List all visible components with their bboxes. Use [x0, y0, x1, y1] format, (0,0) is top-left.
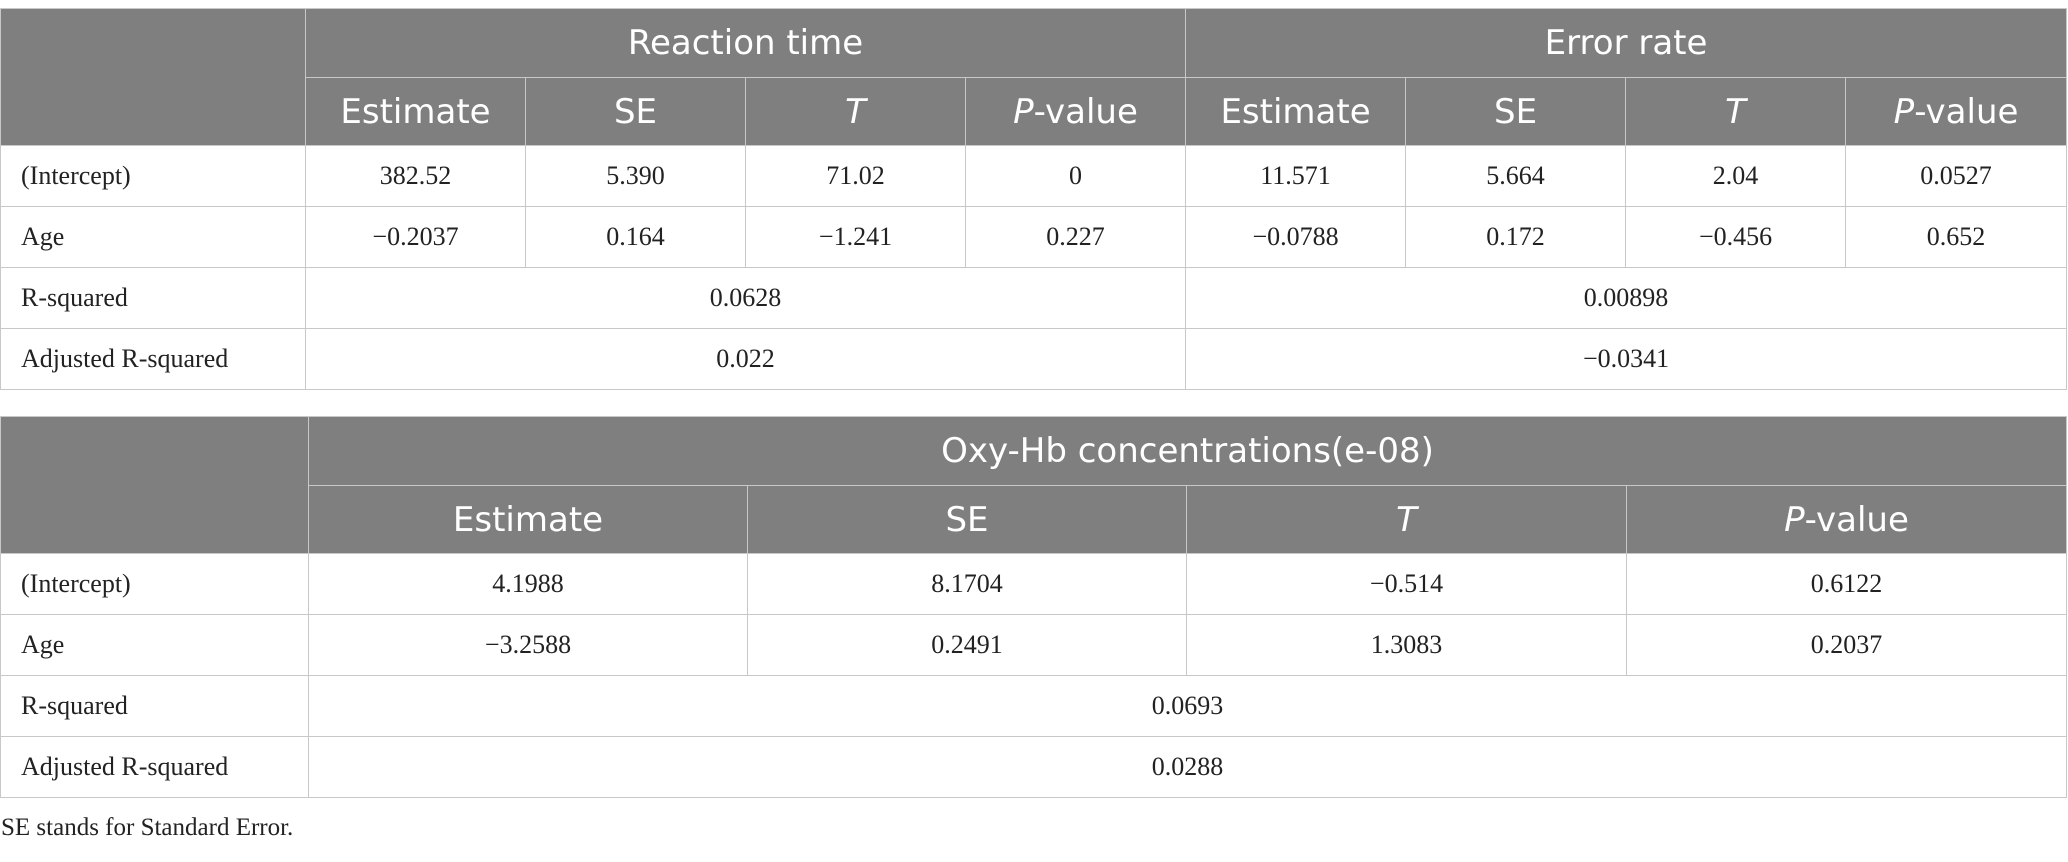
col-header-estimate: Estimate — [1185, 77, 1407, 146]
row-label: Adjusted R-squared — [0, 736, 309, 798]
table-cell: 0.164 — [525, 206, 746, 268]
table-cell: 0.6122 — [1626, 553, 2067, 615]
col-header-p-value: P-value — [1845, 77, 2068, 146]
column-header-row: Estimate SE T P-value Estimate SE T P-va… — [1, 77, 2068, 146]
table-cell: 2.04 — [1625, 145, 1847, 207]
group-header-oxy-hb: Oxy-Hb concentrations(e-08) — [308, 416, 2067, 486]
table-cell: 5.390 — [525, 145, 746, 207]
table-cell: −0.0788 — [1185, 206, 1407, 268]
regression-table-reaction-error: Reaction time Error rate Estimate SE T P… — [0, 8, 2068, 390]
col-header-estimate: Estimate — [308, 485, 748, 554]
table-cell: 382.52 — [305, 145, 526, 207]
table-cell: −0.514 — [1186, 553, 1627, 615]
group-header-error-rate: Error rate — [1185, 8, 2068, 78]
table-cell: 0.227 — [964, 206, 1187, 268]
col-header-p-value: P-value — [1626, 485, 2067, 554]
tables-container: Reaction time Error rate Estimate SE T P… — [0, 8, 2068, 842]
table-cell: 0.652 — [1845, 206, 2068, 268]
row-label: (Intercept) — [0, 145, 306, 207]
table-cell: −0.0341 — [1185, 328, 2068, 390]
table-cell: 0.0527 — [1845, 145, 2068, 207]
col-header-t: T — [745, 77, 966, 146]
table-cell: 0.2491 — [747, 614, 1187, 676]
col-header-t: T — [1625, 77, 1847, 146]
table-cell: 4.1988 — [308, 553, 748, 615]
footnote: SE stands for Standard Error. — [1, 814, 294, 841]
table-cell: 1.3083 — [1186, 614, 1627, 676]
table-row: (Intercept) 382.52 5.390 71.02 0 11.571 … — [0, 145, 2068, 207]
adjusted-r-squared-row: Adjusted R-squared 0.022 −0.0341 — [0, 328, 2068, 390]
table-cell: −0.2037 — [305, 206, 526, 268]
table-cell: −0.456 — [1625, 206, 1847, 268]
row-label: Age — [0, 206, 306, 268]
table-cell: −3.2588 — [308, 614, 748, 676]
column-header-row: Estimate SE T P-value — [1, 485, 2067, 554]
r-squared-row: R-squared 0.0628 0.00898 — [0, 267, 2068, 329]
col-header-p-value: P-value — [964, 77, 1187, 146]
col-header-se: SE — [747, 485, 1187, 554]
table-cell: 8.1704 — [747, 553, 1187, 615]
table-cell: 5.664 — [1405, 145, 1627, 207]
table-cell: 0.2037 — [1626, 614, 2067, 676]
header-corner — [0, 8, 306, 146]
table-cell: −1.241 — [745, 206, 966, 268]
table-cell: 0.022 — [304, 328, 1187, 390]
table-cell: 0.0628 — [304, 267, 1187, 329]
col-header-se: SE — [1405, 77, 1627, 146]
col-header-estimate: Estimate — [305, 77, 526, 146]
col-header-se: SE — [525, 77, 746, 146]
group-header-row: Reaction time Error rate — [0, 8, 2068, 146]
table-cell: 11.571 — [1185, 145, 1407, 207]
row-label: Age — [0, 614, 309, 676]
table-cell: 0.0693 — [308, 675, 2067, 737]
table-cell: 0.172 — [1405, 206, 1627, 268]
row-label: R-squared — [0, 675, 309, 737]
table-row: (Intercept) 4.1988 8.1704 −0.514 0.6122 — [0, 553, 2067, 615]
table-cell: 0 — [964, 145, 1187, 207]
table-row: Age −3.2588 0.2491 1.3083 0.2037 — [0, 614, 2067, 676]
table-cell: 0.00898 — [1185, 267, 2068, 329]
row-label: Adjusted R-squared — [0, 328, 306, 390]
row-label: (Intercept) — [0, 553, 309, 615]
group-header-reaction-time: Reaction time — [304, 8, 1187, 78]
table-row: Age −0.2037 0.164 −1.241 0.227 −0.0788 0… — [0, 206, 2068, 268]
group-header-row: Oxy-Hb concentrations(e-08) — [0, 416, 2067, 554]
table-cell: 0.0288 — [308, 736, 2067, 798]
header-corner — [0, 416, 309, 554]
row-label: R-squared — [0, 267, 306, 329]
r-squared-row: R-squared 0.0693 — [0, 675, 2067, 737]
col-header-t: T — [1186, 485, 1627, 554]
adjusted-r-squared-row: Adjusted R-squared 0.0288 — [0, 736, 2067, 798]
regression-table-oxy-hb: Oxy-Hb concentrations(e-08) Estimate SE … — [0, 416, 2067, 798]
table-cell: 71.02 — [745, 145, 966, 207]
